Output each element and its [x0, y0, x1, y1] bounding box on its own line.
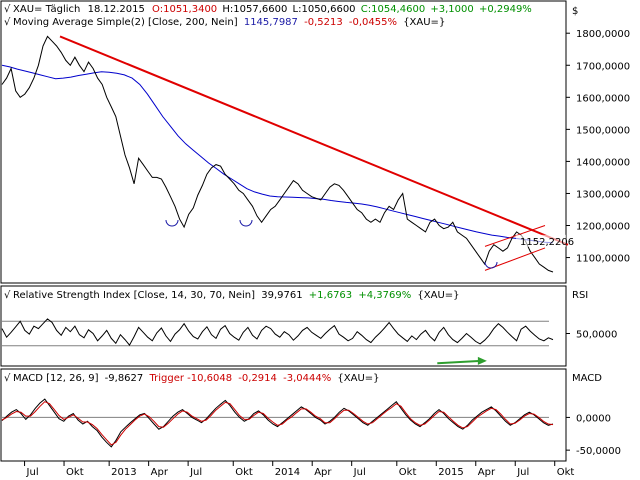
- price-tick-label: 1800,0000: [576, 29, 630, 40]
- macd-plot[interactable]: [1, 398, 554, 448]
- time-tick-label: 2013: [111, 467, 136, 478]
- macd-tick-label: -50,0000: [576, 446, 621, 457]
- price-marker-label: 1152,2206: [520, 237, 574, 248]
- time-tick-label: Jul: [26, 467, 39, 478]
- rsi-trend-arrow: [437, 359, 481, 365]
- symbol-label: XAU= Täglich: [13, 4, 80, 15]
- macd-name: MACD [12, 26, 9]: [13, 373, 99, 384]
- rsi-change: +1,6763: [309, 290, 352, 301]
- rsi-collapse-icon[interactable]: √: [4, 290, 11, 301]
- macd-panel-frame[interactable]: [0, 368, 567, 462]
- macd-change-pct: -3,0444%: [283, 373, 331, 384]
- price-marker-bg: [516, 234, 566, 247]
- ma-collapse-icon[interactable]: √: [4, 17, 11, 28]
- trend-line: [59, 35, 569, 246]
- bottom-marker-1: [165, 219, 179, 227]
- rsi-name: Relative Strength Index [Close, 14, 30, …: [13, 290, 255, 301]
- rsi-tick-label: 50,0000: [576, 330, 617, 341]
- svg-text:XAU= Täglich 18.12.2015: XAU= Täglich 18.12.2015 O:1051,3400 H:10…: [13, 4, 532, 15]
- time-tick-label: 2015: [438, 467, 463, 478]
- rsi-value: 39,9761: [261, 290, 302, 301]
- high-value: H:1057,6600: [222, 4, 287, 15]
- macd-tick-label: 0,0000: [576, 413, 611, 424]
- time-tick-label: Apr: [314, 467, 332, 478]
- price-tick-label: 1600,0000: [576, 93, 630, 104]
- time-tick-label: Jul: [516, 467, 529, 478]
- time-tick-label: Okt: [66, 467, 84, 478]
- time-tick-label: Okt: [557, 467, 575, 478]
- open-value: O:1051,3400: [152, 4, 217, 15]
- time-tick-label: Okt: [399, 467, 417, 478]
- low-value: L:1050,6600: [293, 4, 356, 15]
- price-header: √ XAU= Täglich 18.12.2015 O:1051,3400 H:…: [4, 4, 532, 28]
- macd-change: -0,2914: [238, 373, 277, 384]
- currency-label: $: [572, 6, 578, 17]
- macd-header: √ MACD [12, 26, 9] -9,8627 Trigger -10,6…: [4, 373, 380, 384]
- rsi-line: [1, 318, 554, 346]
- macd-trigger: Trigger -10,6048: [148, 373, 232, 384]
- price-tick-label: 1100,0000: [576, 254, 630, 265]
- rsi-plot[interactable]: [1, 318, 554, 365]
- change-pct-value: +0,2949%: [479, 4, 532, 15]
- price-plot[interactable]: 1152,2206: [1, 35, 574, 273]
- rsi-suffix: {XAU=}: [417, 290, 459, 301]
- price-tick-label: 1500,0000: [576, 125, 630, 136]
- price-panel-frame[interactable]: [0, 0, 567, 284]
- ma-name: Moving Average Simple(2) [Close, 200, Ne…: [13, 17, 238, 28]
- ma-value: 1145,7987: [244, 17, 298, 28]
- ma-suffix: {XAU=}: [403, 17, 445, 28]
- macd-title: MACD: [572, 373, 602, 384]
- price-tick-label: 1700,0000: [576, 61, 630, 72]
- macd-signal-line: [1, 401, 554, 446]
- ma-change-pct: -0,0455%: [349, 17, 397, 28]
- bottom-marker-3: [484, 261, 498, 269]
- macd-suffix: {XAU=}: [337, 373, 379, 384]
- rsi-change-pct: +4,3769%: [358, 290, 411, 301]
- channel-upper-line: [484, 225, 546, 247]
- macd-line: [1, 398, 554, 448]
- close-value: C:1054,4600: [361, 4, 425, 15]
- time-tick-label: Jul: [189, 467, 202, 478]
- change-value: +3,1000: [430, 4, 473, 15]
- price-line: [1, 35, 554, 273]
- svg-text:Moving Average Simple(2) [Clos: Moving Average Simple(2) [Close, 200, Ne…: [13, 17, 445, 28]
- time-tick-label: Apr: [478, 467, 496, 478]
- bottom-marker-2: [239, 219, 253, 227]
- time-tick-label: Apr: [151, 467, 169, 478]
- rsi-panel-frame[interactable]: [0, 285, 567, 367]
- price-tick-label: 1200,0000: [576, 222, 630, 233]
- time-tick-label: 2014: [275, 467, 300, 478]
- rsi-arrow-head: [477, 356, 487, 365]
- macd-value: -9,8627: [105, 373, 144, 384]
- price-tick-label: 1400,0000: [576, 157, 630, 168]
- time-tick-label: Okt: [235, 467, 253, 478]
- svg-text:Relative Strength Index [Close: Relative Strength Index [Close, 14, 30, …: [13, 290, 460, 301]
- rsi-title: RSI: [572, 290, 588, 301]
- time-tick-label: Jul: [353, 467, 366, 478]
- macd-collapse-icon[interactable]: √: [4, 373, 11, 384]
- rsi-header: √ Relative Strength Index [Close, 14, 30…: [4, 290, 460, 301]
- header-date: 18.12.2015: [88, 4, 145, 15]
- axes: 1800,0000 1700,0000 1600,0000 1500,0000 1400…: [24, 29, 630, 478]
- ma-change: -0,5213: [304, 17, 343, 28]
- svg-text:MACD [12, 26, 9] -9,8627: MACD [12, 26, 9] -9,8627 Trigger -10,604…: [13, 373, 380, 384]
- moving-average-line: [1, 64, 554, 244]
- price-tick-label: 1300,0000: [576, 189, 630, 200]
- collapse-icon[interactable]: √: [4, 4, 11, 15]
